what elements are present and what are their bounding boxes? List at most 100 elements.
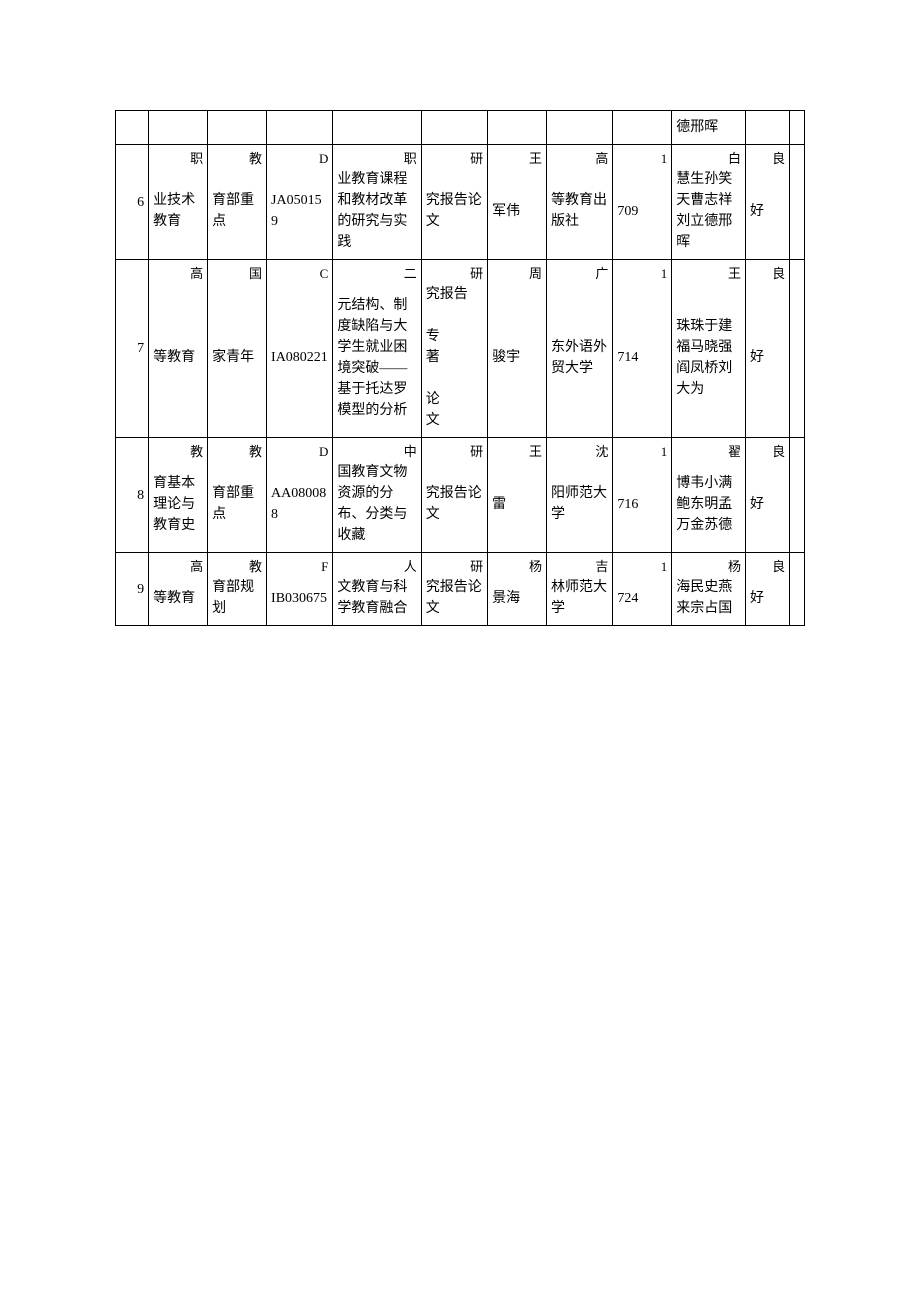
cell-hang-char: D [319, 149, 328, 169]
cell-hang-char: 白 [728, 149, 741, 169]
row-index: 9 [116, 553, 149, 626]
cell-hang-char: 研 [470, 264, 483, 284]
cell-hang-char: 中 [404, 442, 417, 462]
cell: 广东外语外贸大学 [547, 260, 613, 438]
cell [208, 111, 267, 145]
cell-text: 珠珠于建福马晓强阎凤桥刘大为 [676, 316, 741, 400]
cell: F IB030675 [267, 553, 333, 626]
cell: 良好 [745, 145, 789, 260]
cell-hang-char: 职 [404, 149, 417, 169]
cell-hang-char: C [320, 264, 329, 284]
cell-hang-char: 1 [661, 149, 668, 169]
cell-text: 雷 [492, 494, 542, 515]
cell: 教育部规划 [208, 553, 267, 626]
cell: 良好 [745, 553, 789, 626]
cell-text: 724 [617, 588, 667, 609]
cell [267, 111, 333, 145]
cell-hang-char: 周 [529, 264, 542, 284]
cell-text: 好 [750, 494, 785, 515]
cell-text: 究报告论文 [426, 483, 483, 525]
cell-hang-char: 教 [190, 442, 203, 462]
cell [790, 111, 805, 145]
cell-hang-char: 教 [249, 149, 262, 169]
cell-text: 博韦小满鲍东明孟万金苏德 [676, 473, 741, 536]
cell [790, 145, 805, 260]
cell-hang-char: F [321, 557, 328, 577]
cell: 国家青年 [208, 260, 267, 438]
cell [149, 111, 208, 145]
cell: 王雷 [488, 438, 547, 553]
cell: 职业教育课程和教材改革的研究与实践 [333, 145, 421, 260]
cell-text: 好 [750, 588, 785, 609]
cell: 沈阳师范大学 [547, 438, 613, 553]
cell: 翟博韦小满鲍东明孟万金苏德 [672, 438, 746, 553]
cell [488, 111, 547, 145]
cell [547, 111, 613, 145]
cell-hang-char: 高 [190, 264, 203, 284]
cell-hang-char: D [319, 442, 328, 462]
cell-text: 育部重点 [212, 483, 262, 525]
cell-hang-char: 王 [529, 442, 542, 462]
cell-text: 等教育 [153, 588, 203, 609]
cell-text: 海民史燕来宗占国 [676, 577, 741, 619]
cell-text: 慧生孙笑天曹志祥刘立德邢晖 [676, 169, 741, 253]
cell-hang-char: 良 [772, 557, 785, 577]
row-index: 6 [116, 145, 149, 260]
cell-text: 业技术教育 [153, 190, 203, 232]
cell-text: 业教育课程和教材改革的研究与实践 [337, 169, 416, 253]
table-row: 8教育基本理论与教育史教育部重点DAA080088中国教育文物资源的分布、分类与… [116, 438, 805, 553]
cell: 研究报告论文 [421, 553, 487, 626]
cell-hang-char: 人 [404, 557, 417, 577]
cell-hang-char: 高 [595, 149, 608, 169]
cell: 人文教育与科学教育融合 [333, 553, 421, 626]
cell-text: 究报告论文 [426, 190, 483, 232]
cell: 良好 [745, 438, 789, 553]
cell-hang-char: 1 [661, 557, 668, 577]
cell [790, 553, 805, 626]
cell-text: 林师范大学 [551, 577, 608, 619]
cell-text: 景海 [492, 588, 542, 609]
cell: 良好 [745, 260, 789, 438]
cell-text: 阳师范大学 [551, 483, 608, 525]
cell-text: 等教育 [153, 347, 203, 368]
cell-hang-char: 良 [772, 442, 785, 462]
cell-text: 东外语外贸大学 [551, 337, 608, 379]
cell: 1714 [613, 260, 672, 438]
cell-hang-char: 吉 [595, 557, 608, 577]
cell: 吉林师范大学 [547, 553, 613, 626]
cell: 教育部重点 [208, 438, 267, 553]
cell-text: 家青年 [212, 347, 262, 368]
cell-text: IB030675 [271, 588, 328, 609]
cell: 1724 [613, 553, 672, 626]
cell: 德邢晖 [672, 111, 746, 145]
table-row: 7高等教育国家青年CIA080221二元结构、制度缺陷与大学生就业困境突破——基… [116, 260, 805, 438]
cell: DJA050159 [267, 145, 333, 260]
cell [333, 111, 421, 145]
cell-hang-char: 杨 [529, 557, 542, 577]
cell: 周骏宇 [488, 260, 547, 438]
cell-hang-char: 教 [249, 442, 262, 462]
cell-hang-char: 广 [595, 264, 608, 284]
cell-hang-char: 杨 [728, 557, 741, 577]
cell-text: IA080221 [271, 347, 328, 368]
table-row: 9高等教育教育部规划FIB030675人文教育与科学教育融合研究报告论文杨景海吉… [116, 553, 805, 626]
cell-hang-char: 研 [470, 149, 483, 169]
cell-text: 育基本理论与教育史 [153, 473, 203, 536]
cell: C IA080221 [267, 260, 333, 438]
cell-hang-char: 研 [470, 442, 483, 462]
cell-text: 育部重点 [212, 190, 262, 232]
cell-text: 716 [617, 494, 667, 515]
cell-hang-char: 翟 [728, 442, 741, 462]
cell-hang-char: 1 [661, 264, 668, 284]
cell-text: 元结构、制度缺陷与大学生就业困境突破——基于托达罗模型的分析 [337, 295, 416, 421]
cell-text: 军伟 [492, 201, 542, 222]
cell: 杨海民史燕来宗占国 [672, 553, 746, 626]
cell-hang-char: 高 [190, 557, 203, 577]
cell-hang-char: 良 [772, 149, 785, 169]
cell-hang-char: 职 [190, 149, 203, 169]
cell-text: 好 [750, 201, 785, 222]
cell: 白慧生孙笑天曹志祥刘立德邢晖 [672, 145, 746, 260]
cell: 高等教育 [149, 260, 208, 438]
cell-text: 好 [750, 347, 785, 368]
cell-hang-char: 王 [728, 264, 741, 284]
